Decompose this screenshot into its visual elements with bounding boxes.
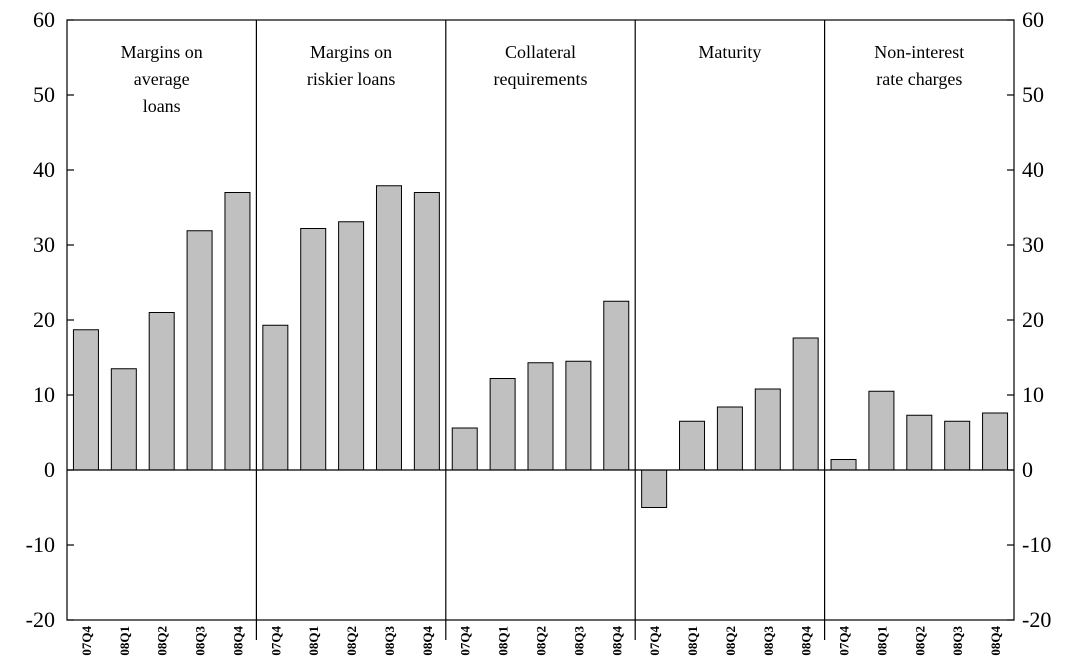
- bar: [754, 388, 781, 471]
- x-tick-label: 07Q4: [268, 626, 283, 656]
- labels-layer: -20 -20 -10 -10 0 0 10 10 20 20 30 30 40 40 50 50 60 60 07…: [26, 7, 1052, 656]
- x-tick-label: 08Q3: [382, 626, 397, 656]
- bar: [716, 406, 743, 471]
- bar: [944, 420, 971, 471]
- x-tick-label: 08Q4: [799, 626, 814, 656]
- bar: [906, 414, 933, 471]
- panel-title-line: loans: [143, 96, 181, 116]
- bar: [489, 378, 516, 471]
- x-tick-label: 08Q4: [420, 626, 435, 656]
- bar: [451, 427, 478, 471]
- panel-title: Collateral requirements: [494, 42, 588, 89]
- panel-title-line: Margins on: [310, 42, 392, 62]
- panel-title: Non-interest rate charges: [874, 42, 964, 89]
- x-tick-label: 08Q2: [723, 626, 738, 656]
- y-tick-label-left: 0: [44, 457, 55, 482]
- panel-title-line: Non-interest: [874, 42, 964, 62]
- y-tick-label-right: 0: [1022, 457, 1033, 482]
- y-tick-label-left: 60: [33, 7, 55, 32]
- y-tick-label-left: 30: [33, 232, 55, 257]
- bar: [262, 324, 289, 471]
- panel-title: Margins on average loans: [121, 42, 203, 116]
- axes-layer: [66, 19, 1015, 640]
- x-tick-label: 08Q3: [571, 626, 586, 656]
- x-tick-label: 07Q4: [79, 626, 94, 656]
- bar: [603, 300, 630, 471]
- y-tick-label-right: 20: [1022, 307, 1044, 332]
- bars-layer: [72, 185, 1009, 508]
- y-tick-label-right: 10: [1022, 382, 1044, 407]
- panel-title-line: Margins on: [121, 42, 203, 62]
- y-tick-label-left: -10: [26, 532, 55, 557]
- panel-title-line: requirements: [494, 69, 588, 89]
- x-tick-label: 08Q1: [874, 626, 889, 656]
- bar: [224, 192, 251, 471]
- x-tick-label: 08Q4: [230, 626, 245, 656]
- bar: [375, 185, 402, 471]
- bar: [110, 368, 137, 471]
- x-tick-label: 08Q3: [761, 626, 776, 656]
- bar: [338, 221, 365, 471]
- x-tick-label: 08Q2: [344, 626, 359, 656]
- panel-title: Maturity: [698, 42, 761, 62]
- x-tick-label: 08Q1: [117, 626, 132, 656]
- bar: [413, 192, 440, 471]
- x-tick-label: 08Q3: [193, 626, 208, 656]
- bar: [641, 469, 668, 508]
- panel-title: Margins on riskier loans: [307, 42, 395, 89]
- bar: [186, 230, 213, 471]
- bar: [868, 390, 895, 471]
- x-tick-label: 07Q4: [458, 626, 473, 656]
- bar: [679, 420, 706, 471]
- y-tick-label-left: -20: [26, 607, 55, 632]
- y-tick-label-right: 50: [1022, 82, 1044, 107]
- x-tick-label: 08Q2: [912, 626, 927, 656]
- x-tick-label: 08Q1: [685, 626, 700, 656]
- bar: [982, 412, 1009, 471]
- panel-title-line: Maturity: [698, 42, 761, 62]
- x-tick-label: 08Q2: [155, 626, 170, 656]
- bar: [300, 228, 327, 471]
- y-tick-label-right: 60: [1022, 7, 1044, 32]
- panel-title-line: Collateral: [505, 42, 576, 62]
- y-tick-label-left: 40: [33, 157, 55, 182]
- x-tick-label: 07Q4: [837, 626, 852, 656]
- panel-title-line: rate charges: [876, 69, 962, 89]
- bar: [792, 337, 819, 471]
- y-tick-label-left: 50: [33, 82, 55, 107]
- y-tick-label-right: -10: [1022, 532, 1051, 557]
- panel-title-line: average: [134, 69, 190, 89]
- x-tick-label: 08Q4: [609, 626, 624, 656]
- x-tick-label: 07Q4: [647, 626, 662, 656]
- y-tick-label-right: -20: [1022, 607, 1051, 632]
- bar: [830, 459, 857, 471]
- y-tick-label-left: 10: [33, 382, 55, 407]
- x-tick-label: 08Q4: [988, 626, 1003, 656]
- bar: [148, 312, 175, 471]
- x-tick-label: 08Q3: [950, 626, 965, 656]
- y-tick-label-right: 40: [1022, 157, 1044, 182]
- x-tick-label: 08Q1: [496, 626, 511, 656]
- panel-title-line: riskier loans: [307, 69, 395, 89]
- x-tick-label: 08Q1: [306, 626, 321, 656]
- bar: [527, 362, 554, 471]
- y-tick-label-right: 30: [1022, 232, 1044, 257]
- bar: [565, 360, 592, 471]
- x-tick-label: 08Q2: [534, 626, 549, 656]
- y-tick-label-left: 20: [33, 307, 55, 332]
- bar: [72, 329, 99, 471]
